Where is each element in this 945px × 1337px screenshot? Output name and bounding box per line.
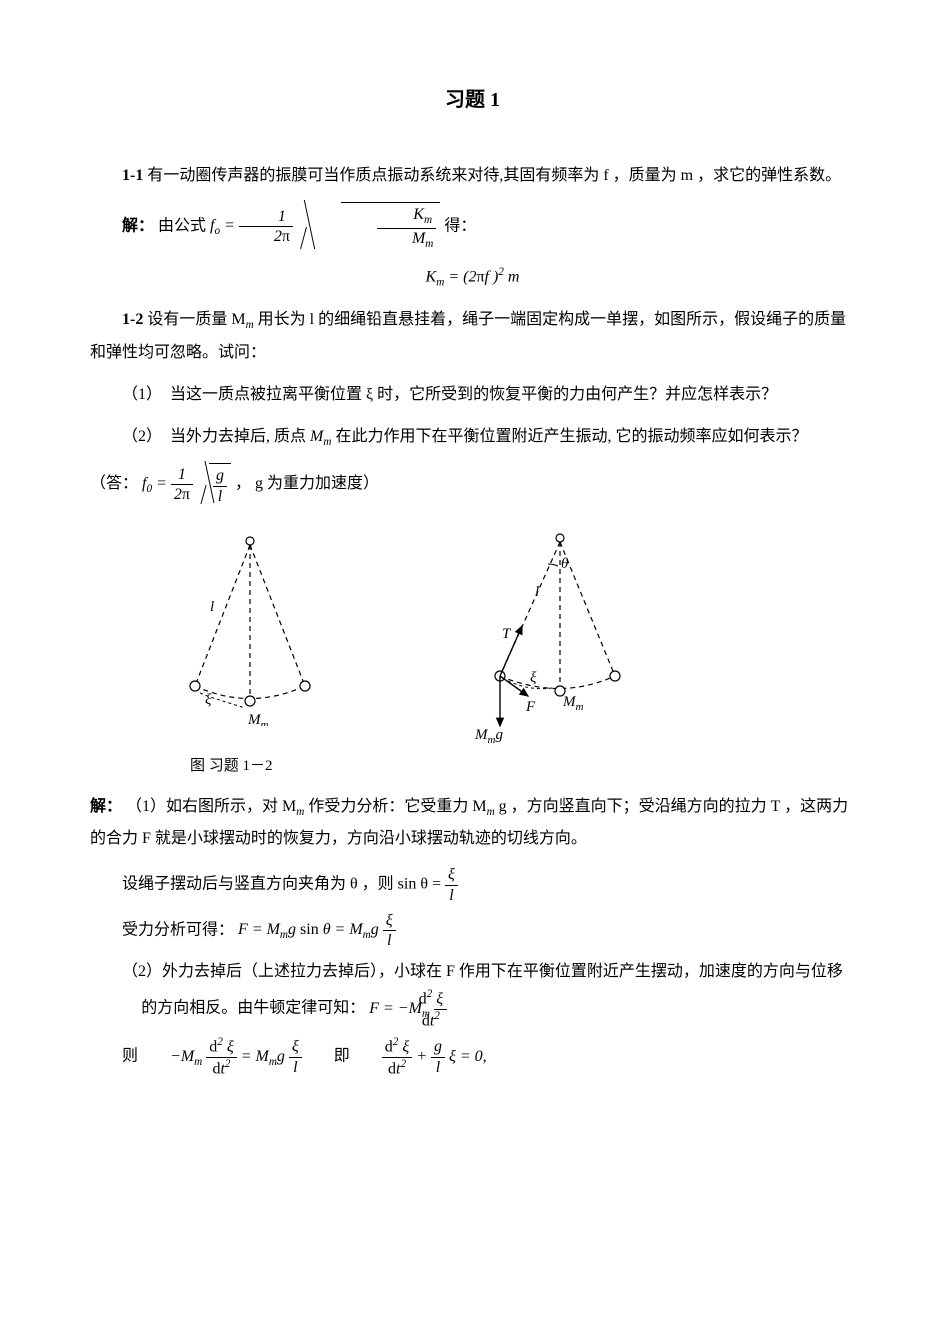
fig-xi2: ξ xyxy=(530,670,537,686)
problem-1-2: 1-2 设有一质量 Mm 用长为 l 的细绳铅直悬挂着，绳子一端固定构成一单摆，… xyxy=(90,304,855,369)
question-2: （2） 当外力去掉后, 质点 Mm 在此力作用下在平衡位置附近产生振动, 它的振… xyxy=(90,421,855,454)
page-title: 习题 1 xyxy=(90,80,855,120)
sol2-l4: （2）外力去掉后（上述拉力去掉后），小球在 F 作用下在平衡位置附近产生摆动，加… xyxy=(122,963,843,1017)
sol2-line3: 受力分析可得： F = Mmg sin θ = Mmg ξl xyxy=(90,911,855,950)
sol1-tail: 得： xyxy=(444,217,476,234)
sol1-prefix: 解： xyxy=(122,217,154,234)
figure-caption: 图 习题 1－2 xyxy=(190,751,855,781)
label-1-2: 1-2 xyxy=(122,311,143,328)
label-1-1: 1-1 xyxy=(122,167,143,184)
problem-1-1: 1-1 有一动圈传声器的振膜可当作质点振动系统来对待,其固有频率为 f ，质量为… xyxy=(90,160,855,192)
answer-hint: （答： f0 = 12π gl ， g 为重力加速度） xyxy=(90,463,855,505)
fig-T: T xyxy=(502,626,512,642)
fig-Mm2: Mm xyxy=(562,694,584,713)
figure-row: l ξ Mm l θ T ξ xyxy=(150,526,855,746)
fig-xi: ξ xyxy=(205,692,212,708)
fig-Mmg: Mmg xyxy=(474,727,503,746)
formula-fo: fo = 12π KmMm xyxy=(210,217,444,234)
sol1-lead: 由公式 xyxy=(158,217,206,234)
ans-suffix: ， g 为重力加速度） xyxy=(235,475,379,492)
sol2-l3a: 受力分析可得： xyxy=(122,921,234,938)
sol2-l2a: 设绳子摆动后与竖直方向夹角为 θ ，则 sin θ = xyxy=(122,876,445,893)
sol2-l1b: 作受力分析：它受重力 M xyxy=(308,798,486,815)
figure-right: l θ T ξ F Mm Mmg xyxy=(430,526,640,746)
solution-1-1: 解： 由公式 fo = 12π KmMm 得： xyxy=(90,202,855,251)
sol2-l5b: 即 xyxy=(334,1048,350,1065)
sol2-l5a: 则 xyxy=(122,1048,138,1065)
sol2-line5: 则 −Mm d2 ξdt2 = Mmg ξl 即 d2 ξdt2 + gl ξ … xyxy=(90,1036,855,1078)
p1-text: 有一动圈传声器的振膜可当作质点振动系统来对待,其固有频率为 f ，质量为 m ，… xyxy=(147,167,841,184)
sol2-line2: 设绳子摆动后与竖直方向夹角为 θ ，则 sin θ = ξl xyxy=(90,865,855,904)
fig-l2: l xyxy=(535,584,539,600)
fig-l: l xyxy=(210,599,214,615)
fig-Mm: Mm xyxy=(247,712,269,726)
sol2-prefix: 解： xyxy=(90,798,122,815)
sol2-line4: （2）外力去掉后（上述拉力去掉后），小球在 F 作用下在平衡位置附近产生摆动，加… xyxy=(90,956,855,1030)
solution-2: 解： （1）如右图所示，对 Mm 作受力分析：它受重力 Mm g ，方向竖直向下… xyxy=(90,791,855,856)
p2-text-a: 设有一质量 M xyxy=(147,311,245,328)
ans-prefix: （答： xyxy=(90,475,138,492)
formula-Km: Km = (2πf )2 m xyxy=(90,261,855,294)
sol2-l1a: （1）如右图所示，对 M xyxy=(126,798,296,815)
figure-left: l ξ Mm xyxy=(150,526,350,726)
fig-theta: θ xyxy=(561,556,569,572)
fig-F: F xyxy=(525,699,536,715)
question-1: （1） 当这一质点被拉离平衡位置 ξ 时，它所受到的恢复平衡的力由何产生？并应怎… xyxy=(90,379,855,411)
